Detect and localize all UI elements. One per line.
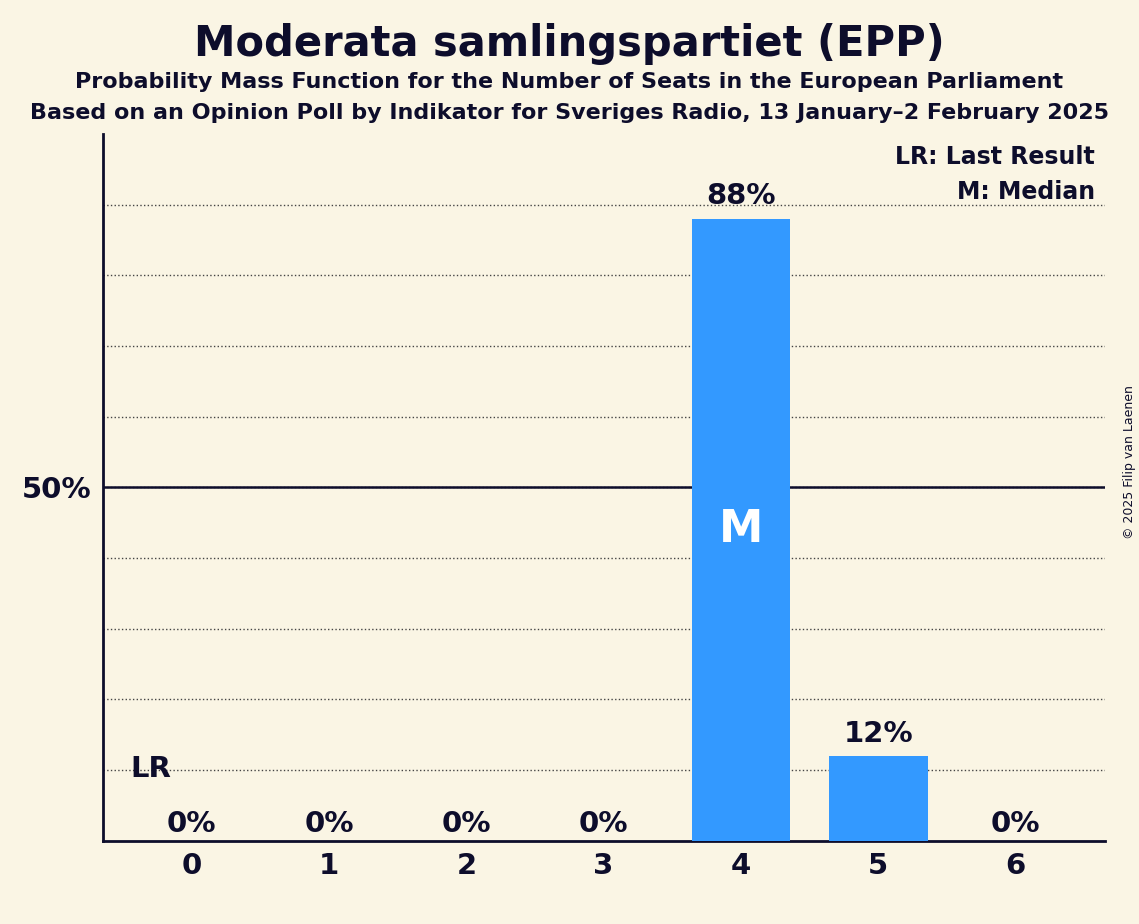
Text: LR: Last Result: LR: Last Result [895,144,1095,168]
Text: 0%: 0% [304,810,354,838]
Bar [691,219,790,841]
Text: M: M [719,508,763,552]
Text: 12%: 12% [844,720,913,748]
Text: Based on an Opinion Poll by Indikator for Sveriges Radio, 13 January–2 February : Based on an Opinion Poll by Indikator fo… [30,103,1109,124]
Bar [829,756,927,841]
Text: 88%: 88% [706,182,776,211]
Text: M: Median: M: Median [957,180,1095,204]
Text: LR: LR [130,755,171,783]
Text: Moderata samlingspartiet (EPP): Moderata samlingspartiet (EPP) [194,23,945,65]
Text: 0%: 0% [991,810,1040,838]
Text: 0%: 0% [579,810,629,838]
Text: Probability Mass Function for the Number of Seats in the European Parliament: Probability Mass Function for the Number… [75,72,1064,92]
Text: © 2025 Filip van Laenen: © 2025 Filip van Laenen [1123,385,1137,539]
Text: 0%: 0% [442,810,491,838]
Text: 0%: 0% [167,810,216,838]
